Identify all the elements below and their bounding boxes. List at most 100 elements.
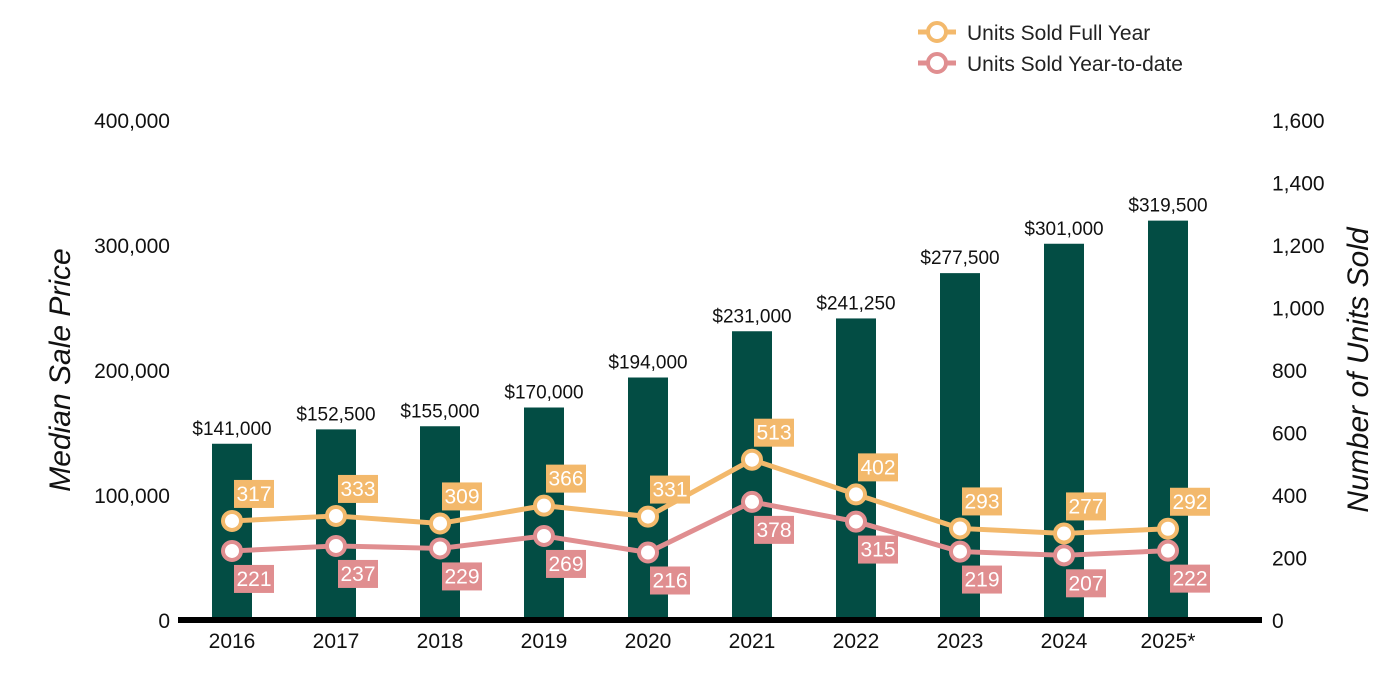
right-axis-ticks: 0 200 400 600 800 1,000 1,200 1,400 1,600 xyxy=(1272,110,1325,633)
series-point xyxy=(221,539,243,562)
point-value-label: 315 xyxy=(860,539,895,562)
series-point xyxy=(949,517,971,540)
line-series-group: 317 333 309 366 331 513 402 293 277 292 221 237 229 2… xyxy=(221,418,1210,598)
x-tick-label: 2018 xyxy=(417,630,464,653)
series-point xyxy=(1053,544,1075,567)
left-axis-title: Median Sale Price xyxy=(44,248,77,491)
bar-label-group: $141,000 $152,500 $155,000 $170,000 $194,000… xyxy=(192,196,1207,440)
right-tick-label: 1,000 xyxy=(1272,298,1325,321)
point-value-label: 277 xyxy=(1068,495,1103,518)
series-point xyxy=(949,540,971,563)
bar-value-label: $319,500 xyxy=(1128,196,1207,217)
point-value-label: 292 xyxy=(1172,491,1207,514)
legend-marker xyxy=(926,21,948,43)
series-point xyxy=(533,524,555,547)
point-label-box xyxy=(858,535,898,564)
point-value-label: 269 xyxy=(548,553,583,576)
point-label-box xyxy=(650,475,690,504)
series-point xyxy=(1157,539,1179,562)
x-tick-label: 2016 xyxy=(209,630,256,653)
point-label-box xyxy=(754,418,794,447)
point-label-box xyxy=(546,464,586,493)
series-point xyxy=(741,448,763,471)
right-tick-label: 600 xyxy=(1272,423,1307,446)
x-tick-label: 2024 xyxy=(1041,630,1088,653)
series-point xyxy=(429,537,451,560)
series-line xyxy=(231,499,1169,558)
point-value-label: 219 xyxy=(964,569,999,592)
series-point xyxy=(637,505,659,528)
x-tick-label: 2022 xyxy=(833,630,880,653)
point-label-box xyxy=(234,564,274,593)
point-value-label: 513 xyxy=(756,422,791,445)
right-tick-label: 1,200 xyxy=(1272,235,1325,258)
point-value-label: 331 xyxy=(652,479,687,502)
series-point xyxy=(533,494,555,517)
point-value-label: 216 xyxy=(652,570,687,593)
legend-marker xyxy=(926,52,948,74)
point-value-label: 402 xyxy=(860,456,895,479)
series-point xyxy=(845,510,867,533)
point-label-box xyxy=(546,549,586,578)
bar-value-label: $194,000 xyxy=(608,353,687,374)
bar-value-label: $170,000 xyxy=(504,383,583,404)
bar-value-label: $277,500 xyxy=(920,248,999,269)
bar-value-label: $152,500 xyxy=(296,404,375,425)
right-tick-label: 200 xyxy=(1272,548,1307,571)
series-point xyxy=(845,483,867,506)
point-value-label: 207 xyxy=(1068,572,1103,595)
point-label-box xyxy=(650,566,690,595)
series-point xyxy=(741,490,763,513)
left-tick-label: 100,000 xyxy=(94,485,170,508)
x-tick-label: 2020 xyxy=(625,630,672,653)
x-tick-label: 2025* xyxy=(1141,630,1196,653)
point-value-label: 378 xyxy=(756,519,791,542)
point-label-box xyxy=(962,487,1002,516)
bar-value-label: $155,000 xyxy=(400,401,479,422)
left-tick-label: 0 xyxy=(158,610,170,633)
series-point xyxy=(1157,517,1179,540)
point-label-box xyxy=(338,474,378,503)
point-label-box xyxy=(442,562,482,591)
point-label-box xyxy=(442,482,482,511)
point-label-box xyxy=(234,479,274,508)
bar-value-label: $301,000 xyxy=(1024,219,1103,240)
point-label-box xyxy=(1170,487,1210,516)
legend-label: Units Sold Full Year xyxy=(967,22,1150,45)
series-point xyxy=(221,509,243,532)
bar-value-label: $241,250 xyxy=(816,293,895,314)
point-label-box xyxy=(1066,492,1106,521)
legend: Units Sold Full Year Units Sold Year-to-d… xyxy=(918,21,1183,76)
left-tick-label: 400,000 xyxy=(94,110,170,133)
series-point xyxy=(429,512,451,535)
legend-label: Units Sold Year-to-date xyxy=(967,53,1183,76)
x-tick-label: 2023 xyxy=(937,630,984,653)
x-tick-group: 2016 2017 2018 2019 2020 2021 2022 2023 2024 2025… xyxy=(209,630,1196,653)
point-value-label: 221 xyxy=(236,568,271,591)
point-label-box xyxy=(858,453,898,482)
left-axis-ticks: 0 100,000 200,000 300,000 400,000 xyxy=(94,110,170,633)
bar xyxy=(732,331,772,617)
point-label-box xyxy=(754,515,794,544)
point-value-label: 317 xyxy=(236,483,271,506)
series-point xyxy=(1053,522,1075,545)
point-value-label: 309 xyxy=(444,485,479,508)
point-value-label: 333 xyxy=(340,478,375,501)
point-value-label: 293 xyxy=(964,490,999,513)
bar-value-label: $231,000 xyxy=(712,306,791,327)
series-line xyxy=(231,457,1169,536)
bar-value-label: $141,000 xyxy=(192,419,271,440)
point-value-label: 222 xyxy=(1172,568,1207,591)
right-tick-label: 1,600 xyxy=(1272,110,1325,133)
left-tick-label: 300,000 xyxy=(94,235,170,258)
series-point xyxy=(325,504,347,527)
left-tick-label: 200,000 xyxy=(94,360,170,383)
point-label-box xyxy=(1066,569,1106,598)
point-label-box xyxy=(962,565,1002,594)
right-tick-label: 1,400 xyxy=(1272,173,1325,196)
bar xyxy=(940,273,980,617)
x-tick-label: 2017 xyxy=(313,630,360,653)
x-tick-label: 2021 xyxy=(729,630,776,653)
series-point xyxy=(637,541,659,564)
right-tick-label: 800 xyxy=(1272,360,1307,383)
